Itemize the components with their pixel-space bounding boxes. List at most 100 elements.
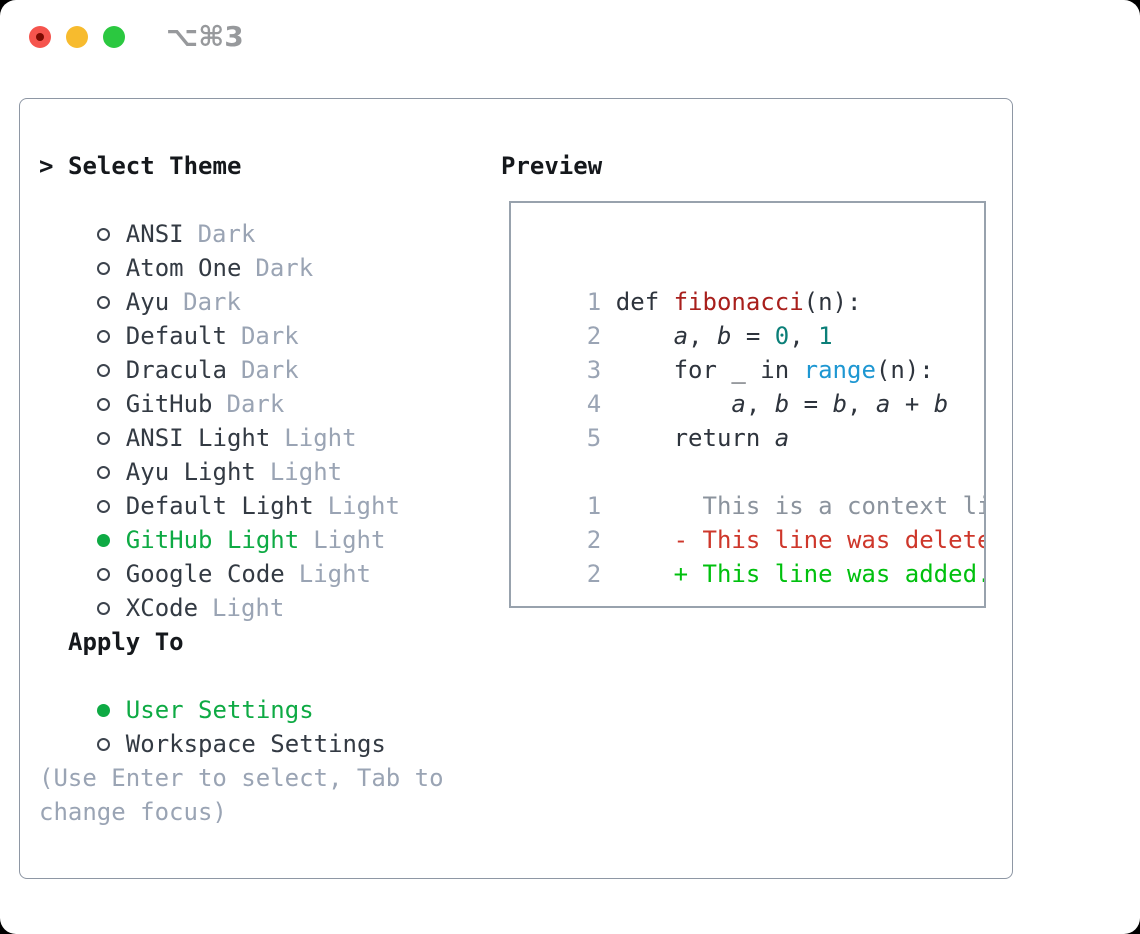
code-segment: (n): xyxy=(875,356,934,384)
radio-icon xyxy=(96,353,126,387)
theme-option[interactable]: Default Light Light xyxy=(39,455,444,520)
option-variant-label: Dark xyxy=(240,322,299,350)
option-variant-label: Light xyxy=(269,458,343,486)
theme-option[interactable]: Dracula Dark xyxy=(39,319,444,384)
option-variant-label: Dark xyxy=(226,390,285,418)
line-text: - This line was deleted. xyxy=(616,526,986,554)
theme-option[interactable]: GitHub Light Light xyxy=(39,489,444,554)
code-segment: a xyxy=(673,322,689,350)
apply-option[interactable]: Workspace Settings xyxy=(39,693,444,758)
theme-option[interactable]: Default Dark xyxy=(39,285,444,350)
code-segment: def xyxy=(615,288,674,316)
line-text: for _ in range(n): xyxy=(616,356,934,384)
line-text: def fibonacci(n): xyxy=(616,288,862,316)
code-segment: + xyxy=(890,390,934,418)
option-label: Ayu xyxy=(125,288,170,316)
radio-icon xyxy=(96,217,126,251)
option-label: User Settings xyxy=(125,696,314,724)
apply-option[interactable]: User Settings xyxy=(39,659,444,724)
option-label: ANSI xyxy=(125,220,184,248)
theme-option[interactable]: Google Code Light xyxy=(39,523,444,588)
keyboard-shortcut-label: ⌥⌘3 xyxy=(166,20,244,53)
radio-icon xyxy=(96,251,126,285)
code-segment: b xyxy=(716,322,732,350)
close-button[interactable] xyxy=(29,26,51,48)
code-segment: range xyxy=(803,356,876,384)
option-label: Dracula xyxy=(125,356,227,384)
theme-option[interactable]: XCode Light xyxy=(39,557,444,622)
code-segment: , xyxy=(745,390,775,418)
code-segment xyxy=(616,390,732,418)
code-segment: for _ in xyxy=(615,356,804,384)
option-variant-label: Light xyxy=(327,492,400,520)
zoom-button[interactable] xyxy=(103,26,125,48)
radio-icon xyxy=(96,319,126,353)
code-segment: return xyxy=(615,424,775,452)
code-segment: , xyxy=(789,322,819,350)
hint-line: change focus) xyxy=(39,798,227,826)
line-text: return a xyxy=(615,424,790,452)
option-label: Default xyxy=(125,322,227,350)
select-theme-title: Select Theme xyxy=(68,152,242,180)
option-label: Atom One xyxy=(125,254,242,282)
hint-line: (Use Enter to select, Tab to xyxy=(39,764,444,792)
theme-option[interactable]: ANSI Light Light xyxy=(39,387,444,452)
selector-column: > Select Theme ANSI Dark Atom One Dark Ayu D… xyxy=(39,149,444,829)
apply-to-title: Apply To xyxy=(68,628,184,656)
option-variant-label: Light xyxy=(313,526,386,554)
theme-option[interactable]: Ayu Dark xyxy=(39,251,444,316)
line-text: a, b = 0, 1 xyxy=(616,322,833,350)
code-segment: - This line was deleted. xyxy=(673,526,986,554)
option-variant-label: Light xyxy=(284,424,357,452)
apply-options: User Settings Workspace Settings xyxy=(39,659,444,758)
line-number: 1 xyxy=(586,492,602,520)
option-label: Workspace Settings xyxy=(125,730,386,758)
radio-icon xyxy=(96,285,126,319)
code-segment: fibonacci xyxy=(673,288,804,316)
option-label: GitHub xyxy=(125,390,213,418)
option-variant-label: Dark xyxy=(240,356,299,384)
prompt-icon: > xyxy=(39,152,54,180)
close-dot-icon xyxy=(36,33,44,41)
line-number: 3 xyxy=(586,356,602,384)
code-segment: , xyxy=(847,390,876,418)
option-variant-label: Light xyxy=(212,594,285,622)
line-text: + This line was added. xyxy=(616,560,984,588)
code-segment: b xyxy=(774,390,790,418)
minimize-button[interactable] xyxy=(66,26,88,48)
radio-icon xyxy=(96,489,126,523)
code-segment: (n): xyxy=(803,288,862,316)
radio-icon xyxy=(96,455,126,489)
radio-icon xyxy=(96,591,126,625)
code-segment xyxy=(616,322,674,350)
code-segment: 0 xyxy=(774,322,790,350)
code-segment: = xyxy=(731,322,775,350)
radio-icon xyxy=(96,693,126,727)
code-segment: = xyxy=(789,390,833,418)
radio-icon xyxy=(96,421,126,455)
code-line: 2 - This line was deleted. xyxy=(529,489,984,554)
apply-to-header: Apply To xyxy=(39,625,444,659)
code-line: 2 + This line was added. xyxy=(529,523,984,588)
code-segment: , xyxy=(688,322,717,350)
theme-option[interactable]: ANSI Dark xyxy=(39,183,444,248)
theme-option[interactable]: Atom One Dark xyxy=(39,217,444,282)
line-number: 4 xyxy=(586,390,602,418)
theme-option[interactable]: GitHub Dark xyxy=(39,353,444,418)
select-theme-header: > Select Theme xyxy=(39,149,444,183)
radio-icon xyxy=(96,387,126,421)
option-label: XCode xyxy=(125,594,199,622)
code-segment: 1 xyxy=(818,322,833,350)
option-label: ANSI Light xyxy=(125,424,271,452)
theme-option[interactable]: Ayu Light Light xyxy=(39,421,444,486)
line-text: a, b = b, a + b xyxy=(616,390,948,418)
code-segment: This is a context line. xyxy=(702,492,985,520)
theme-picker-panel: > Select Theme ANSI Dark Atom One Dark Ayu D… xyxy=(19,98,1013,879)
radio-icon xyxy=(96,523,126,557)
theme-list: ANSI Dark Atom One Dark Ayu Dark Default Dar… xyxy=(39,183,444,622)
preview-title: Preview xyxy=(501,152,603,180)
code-segment: a xyxy=(774,424,790,452)
option-variant-label: Dark xyxy=(255,254,314,282)
code-segment: a xyxy=(875,390,891,418)
